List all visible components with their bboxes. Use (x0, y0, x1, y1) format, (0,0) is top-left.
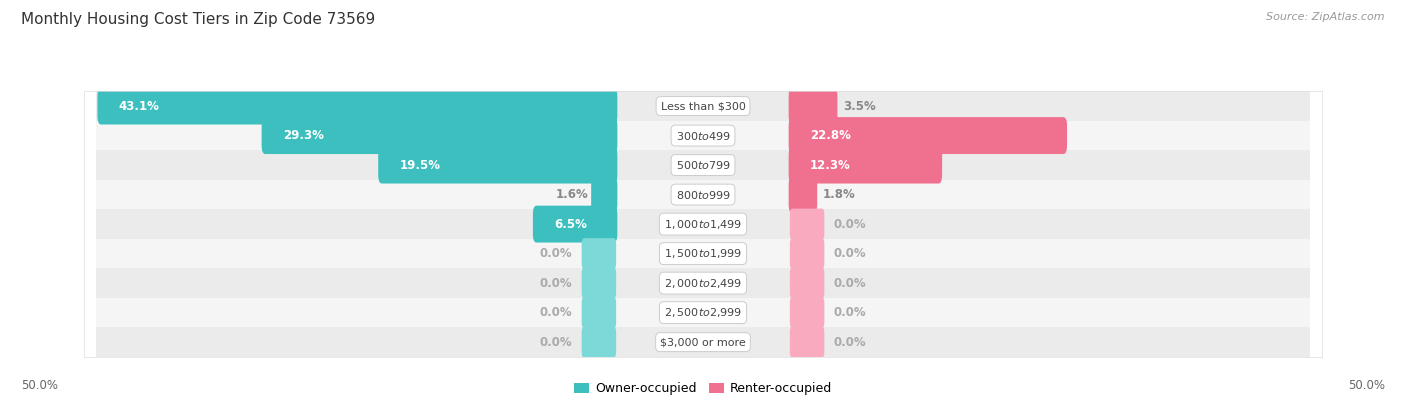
Bar (96, 269, 1310, 298)
Bar (96, 121, 1310, 150)
Text: $3,000 or more: $3,000 or more (661, 337, 745, 347)
FancyBboxPatch shape (582, 297, 616, 328)
Bar (96, 327, 1310, 357)
Text: 0.0%: 0.0% (540, 277, 572, 290)
FancyBboxPatch shape (790, 209, 824, 239)
Text: Less than $300: Less than $300 (661, 101, 745, 111)
Text: 0.0%: 0.0% (540, 336, 572, 349)
Text: $2,000 to $2,499: $2,000 to $2,499 (664, 277, 742, 290)
Text: 29.3%: 29.3% (283, 129, 323, 142)
FancyBboxPatch shape (789, 117, 1067, 154)
Text: 1.6%: 1.6% (555, 188, 589, 201)
Text: 6.5%: 6.5% (554, 217, 588, 231)
Text: 0.0%: 0.0% (834, 306, 866, 319)
FancyBboxPatch shape (789, 176, 817, 213)
Text: 50.0%: 50.0% (1348, 379, 1385, 393)
Legend: Owner-occupied, Renter-occupied: Owner-occupied, Renter-occupied (568, 378, 838, 400)
FancyBboxPatch shape (591, 176, 617, 213)
FancyBboxPatch shape (790, 238, 824, 269)
Text: 0.0%: 0.0% (540, 306, 572, 319)
Text: 0.0%: 0.0% (834, 247, 866, 260)
FancyBboxPatch shape (789, 146, 942, 183)
Text: 1.8%: 1.8% (823, 188, 856, 201)
Text: Monthly Housing Cost Tiers in Zip Code 73569: Monthly Housing Cost Tiers in Zip Code 7… (21, 12, 375, 27)
Text: $300 to $499: $300 to $499 (675, 129, 731, 142)
FancyBboxPatch shape (790, 327, 824, 358)
FancyBboxPatch shape (262, 117, 617, 154)
Text: $500 to $799: $500 to $799 (675, 159, 731, 171)
Text: 3.5%: 3.5% (844, 100, 876, 112)
FancyBboxPatch shape (790, 297, 824, 328)
FancyBboxPatch shape (789, 88, 838, 124)
Text: 12.3%: 12.3% (810, 159, 851, 171)
FancyBboxPatch shape (582, 327, 616, 358)
Text: $1,500 to $1,999: $1,500 to $1,999 (664, 247, 742, 260)
Text: $800 to $999: $800 to $999 (675, 188, 731, 200)
Text: $1,000 to $1,499: $1,000 to $1,499 (664, 217, 742, 231)
FancyBboxPatch shape (378, 146, 617, 183)
Bar (96, 209, 1310, 239)
Text: 0.0%: 0.0% (834, 217, 866, 231)
Bar (96, 91, 1310, 121)
Text: 22.8%: 22.8% (810, 129, 851, 142)
FancyBboxPatch shape (790, 268, 824, 299)
FancyBboxPatch shape (582, 268, 616, 299)
Text: 0.0%: 0.0% (834, 336, 866, 349)
Text: 0.0%: 0.0% (540, 247, 572, 260)
FancyBboxPatch shape (582, 238, 616, 269)
Bar (96, 298, 1310, 327)
Text: 50.0%: 50.0% (21, 379, 58, 393)
FancyBboxPatch shape (97, 88, 617, 124)
FancyBboxPatch shape (533, 206, 617, 242)
Bar (96, 180, 1310, 209)
Text: 43.1%: 43.1% (120, 100, 160, 112)
Text: 0.0%: 0.0% (834, 277, 866, 290)
Text: $2,500 to $2,999: $2,500 to $2,999 (664, 306, 742, 319)
Text: Source: ZipAtlas.com: Source: ZipAtlas.com (1267, 12, 1385, 22)
Bar (96, 239, 1310, 269)
Text: 19.5%: 19.5% (399, 159, 440, 171)
Bar (96, 150, 1310, 180)
